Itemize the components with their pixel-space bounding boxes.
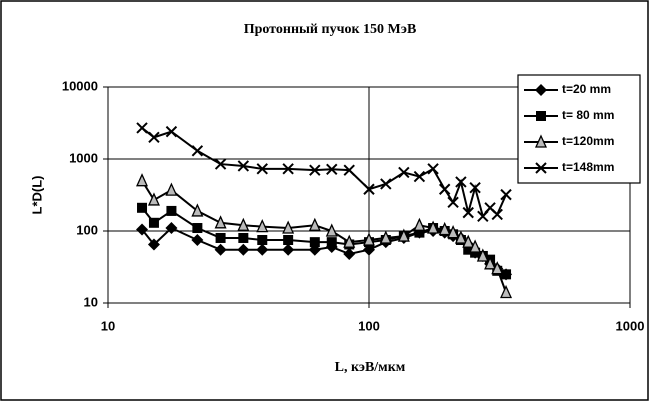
legend-label: t= 80 mm bbox=[562, 108, 614, 122]
marker bbox=[469, 239, 482, 253]
legend-marker bbox=[534, 134, 548, 148]
marker bbox=[165, 222, 178, 235]
marker bbox=[427, 220, 440, 234]
marker bbox=[237, 217, 250, 231]
legend-marker bbox=[535, 84, 547, 96]
x-tick-label: 10 bbox=[101, 318, 115, 333]
marker bbox=[214, 158, 227, 170]
marker bbox=[343, 247, 356, 260]
marker bbox=[214, 243, 227, 256]
y-tick-label: 100 bbox=[76, 222, 98, 237]
marker bbox=[326, 163, 338, 175]
marker bbox=[438, 221, 451, 236]
marker bbox=[256, 163, 268, 175]
marker bbox=[148, 131, 160, 144]
marker bbox=[476, 248, 489, 262]
y-axis-label: L*D(L) bbox=[29, 176, 44, 215]
marker bbox=[282, 163, 294, 175]
marker bbox=[238, 232, 249, 243]
marker bbox=[414, 227, 425, 238]
marker bbox=[191, 145, 204, 157]
marker bbox=[192, 223, 203, 234]
marker bbox=[309, 164, 321, 176]
marker bbox=[191, 233, 204, 246]
marker bbox=[491, 261, 504, 275]
chart-title: Протонный пучок 150 МэВ bbox=[244, 22, 417, 37]
marker bbox=[257, 234, 268, 245]
marker bbox=[427, 163, 439, 175]
marker bbox=[309, 237, 320, 248]
marker bbox=[165, 182, 178, 196]
marker bbox=[215, 232, 226, 243]
marker bbox=[308, 217, 321, 231]
marker bbox=[166, 205, 177, 216]
marker bbox=[454, 230, 467, 244]
marker bbox=[237, 160, 250, 172]
marker bbox=[379, 230, 392, 244]
marker bbox=[438, 183, 451, 195]
marker bbox=[398, 166, 410, 179]
marker bbox=[462, 234, 475, 248]
legend-label: t=148mm bbox=[562, 160, 614, 174]
marker bbox=[343, 164, 355, 176]
marker bbox=[397, 228, 410, 242]
marker bbox=[380, 178, 392, 190]
marker bbox=[470, 247, 481, 258]
x-tick-label: 100 bbox=[358, 318, 380, 333]
marker bbox=[256, 219, 269, 233]
marker bbox=[447, 225, 460, 239]
marker bbox=[343, 234, 356, 248]
marker bbox=[147, 192, 160, 206]
marker bbox=[326, 237, 337, 248]
marker bbox=[491, 208, 503, 221]
marker bbox=[469, 181, 481, 194]
marker bbox=[237, 243, 250, 256]
marker bbox=[413, 170, 426, 183]
marker bbox=[282, 220, 295, 234]
legend-label: t=120mm bbox=[562, 134, 614, 148]
marker bbox=[147, 238, 160, 251]
marker bbox=[462, 206, 474, 219]
marker bbox=[447, 196, 459, 209]
marker bbox=[148, 217, 159, 228]
marker bbox=[165, 125, 178, 138]
marker bbox=[137, 202, 148, 213]
marker bbox=[501, 269, 512, 280]
marker bbox=[283, 234, 294, 245]
marker bbox=[191, 203, 204, 217]
marker bbox=[214, 215, 227, 229]
marker bbox=[413, 217, 426, 231]
marker bbox=[256, 243, 269, 256]
y-tick-label: 10000 bbox=[62, 78, 98, 93]
marker bbox=[363, 183, 375, 195]
marker bbox=[484, 256, 497, 270]
marker bbox=[325, 223, 338, 237]
marker bbox=[463, 244, 474, 255]
marker bbox=[500, 188, 512, 201]
marker bbox=[136, 122, 148, 134]
x-axis-label: L, кэВ/мкм bbox=[335, 360, 406, 375]
marker bbox=[500, 284, 513, 299]
y-tick-label: 10 bbox=[84, 294, 98, 309]
marker bbox=[136, 223, 149, 236]
marker bbox=[362, 232, 376, 246]
legend-marker bbox=[535, 162, 547, 174]
marker bbox=[136, 173, 149, 187]
x-tick-label: 1000 bbox=[616, 318, 645, 333]
legend-marker bbox=[536, 111, 546, 121]
legend-label: t=20 mm bbox=[562, 82, 611, 96]
y-tick-label: 1000 bbox=[69, 150, 98, 165]
marker bbox=[455, 176, 467, 188]
marker bbox=[282, 243, 295, 256]
